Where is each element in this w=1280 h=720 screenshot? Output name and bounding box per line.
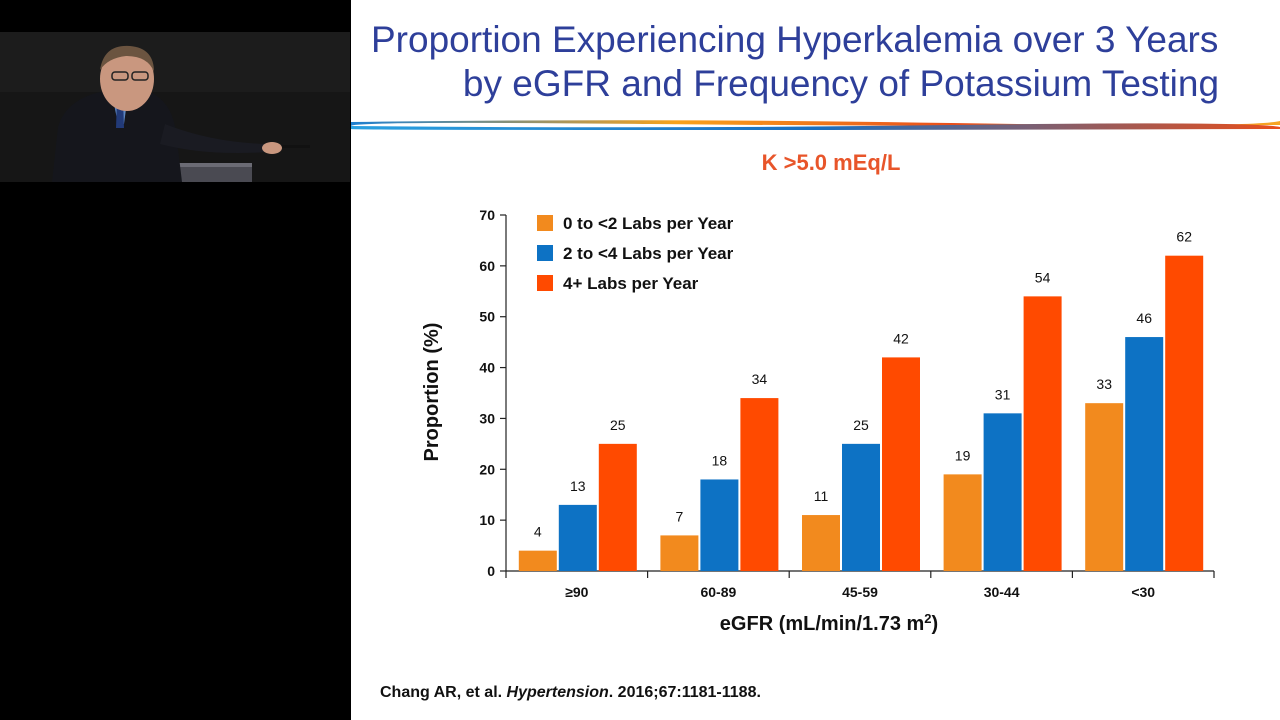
- x-tick-label: ≥90: [565, 584, 588, 600]
- legend-label: 4+ Labs per Year: [563, 274, 699, 293]
- legend-swatch: [537, 215, 553, 231]
- bars: 4 13 25 7 18 34 11 25 42 19 31 54 33 46 62: [518, 229, 1204, 571]
- legend: 0 to <2 Labs per Year 2 to <4 Labs per Ye…: [537, 214, 734, 293]
- slide-title-line-2: by eGFR and Frequency of Potassium Testi…: [462, 63, 1220, 104]
- legend-swatch: [537, 245, 553, 261]
- legend-label: 2 to <4 Labs per Year: [563, 244, 734, 263]
- bar: [1165, 255, 1204, 571]
- bar: [802, 515, 840, 571]
- bar-data-label: 13: [570, 478, 586, 494]
- bar-data-label: 18: [712, 452, 728, 468]
- bar: [842, 443, 880, 571]
- y-axis-label: Proportion (%): [421, 323, 443, 462]
- citation-journal: Hypertension: [506, 684, 609, 701]
- bar: [558, 504, 597, 571]
- bar-data-label: 31: [995, 386, 1011, 402]
- bar-data-label: 46: [1136, 310, 1152, 326]
- x-tick-label: 60-89: [700, 584, 736, 600]
- bar-data-label: 25: [610, 417, 626, 433]
- bar: [518, 550, 557, 571]
- y-tick-label: 40: [479, 360, 495, 376]
- bar: [882, 357, 920, 571]
- x-tick-label: <30: [1131, 584, 1155, 600]
- bar: [1023, 296, 1062, 571]
- slide-title-line-1: Proportion Experiencing Hyperkalemia ove…: [371, 19, 1219, 60]
- x-tick-label: 45-59: [842, 584, 878, 600]
- bar-data-label: 34: [752, 371, 768, 387]
- bar-data-label: 33: [1096, 376, 1112, 392]
- x-tick-label: 30-44: [984, 584, 1020, 600]
- x-axis-label-end: ): [932, 613, 939, 635]
- chart-subtitle: K >5.0 mEq/L: [761, 150, 901, 175]
- y-axis: 0 10 20 30 40 50 60 70: [479, 207, 507, 579]
- y-tick-label: 20: [479, 461, 495, 477]
- y-tick-label: 60: [479, 258, 495, 274]
- legend-label: 0 to <2 Labs per Year: [563, 214, 734, 233]
- bar-data-label: 19: [955, 447, 971, 463]
- x-axis-label: eGFR (mL/min/1.73 m2): [720, 611, 938, 635]
- bar-data-label: 4: [534, 524, 542, 540]
- presenter-image: [0, 32, 350, 182]
- bar: [740, 398, 779, 571]
- bar-data-label: 7: [676, 508, 684, 524]
- y-tick-label: 10: [479, 512, 495, 528]
- bar: [1125, 337, 1164, 571]
- bar: [1085, 403, 1124, 571]
- bar-chart: 0 10 20 30 40 50 60 70 ≥90 60-89 45-59 30-44 <30 4 1…: [421, 207, 1215, 635]
- y-tick-label: 70: [479, 207, 495, 223]
- presenter-video: [0, 32, 350, 182]
- citation: Chang AR, et al. Hypertension. 2016;67:1…: [380, 684, 761, 702]
- x-axis-label-main: eGFR (mL/min/1.73 m: [720, 613, 925, 635]
- bar: [660, 535, 699, 571]
- slide: Proportion Experiencing Hyperkalemia ove…: [351, 0, 1280, 720]
- citation-details: . 2016;67:1181-1188.: [608, 684, 761, 701]
- citation-author: Chang AR, et al.: [380, 684, 507, 701]
- y-tick-label: 0: [487, 563, 495, 579]
- x-axis-label-superscript: 2: [924, 611, 931, 626]
- y-tick-label: 30: [479, 410, 495, 426]
- x-axis: ≥90 60-89 45-59 30-44 <30: [505, 570, 1215, 600]
- y-tick-label: 50: [479, 309, 495, 325]
- bar-data-label: 25: [853, 417, 869, 433]
- title-divider-band: [351, 120, 1280, 130]
- bar-data-label: 11: [814, 488, 829, 504]
- bar: [983, 413, 1022, 571]
- bar: [598, 443, 637, 571]
- legend-swatch: [537, 275, 553, 291]
- bar-data-label: 54: [1035, 269, 1051, 285]
- bar-data-label: 62: [1176, 229, 1192, 245]
- bar: [700, 479, 739, 571]
- bar: [943, 474, 982, 571]
- bar-data-label: 42: [893, 330, 909, 346]
